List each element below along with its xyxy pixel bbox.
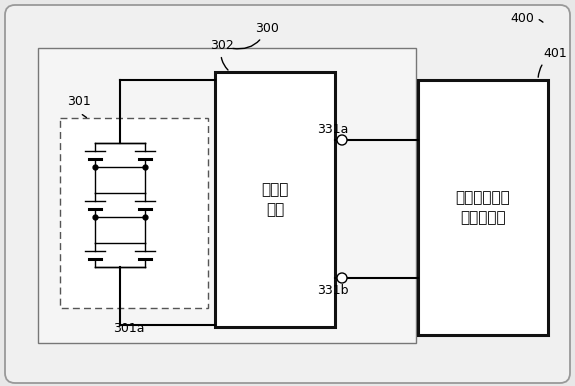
Text: 331a: 331a [317, 123, 348, 136]
FancyBboxPatch shape [5, 5, 570, 383]
Text: 302: 302 [210, 39, 234, 70]
Circle shape [337, 135, 347, 145]
Text: 回路: 回路 [266, 202, 284, 217]
Bar [418, 80, 548, 335]
Text: 301a: 301a [113, 322, 145, 335]
Circle shape [337, 273, 347, 283]
Bar [38, 48, 416, 343]
Bar [60, 118, 208, 308]
Bar [215, 72, 335, 327]
Text: 電子機器本体: 電子機器本体 [455, 190, 511, 205]
Text: 300: 300 [233, 22, 279, 49]
Text: 401: 401 [538, 47, 567, 77]
Text: 400: 400 [510, 12, 543, 25]
Text: 充放電: 充放電 [261, 182, 289, 197]
Text: の電子回路: の電子回路 [460, 210, 506, 225]
Text: 331b: 331b [317, 284, 348, 297]
Text: 301: 301 [67, 95, 91, 108]
